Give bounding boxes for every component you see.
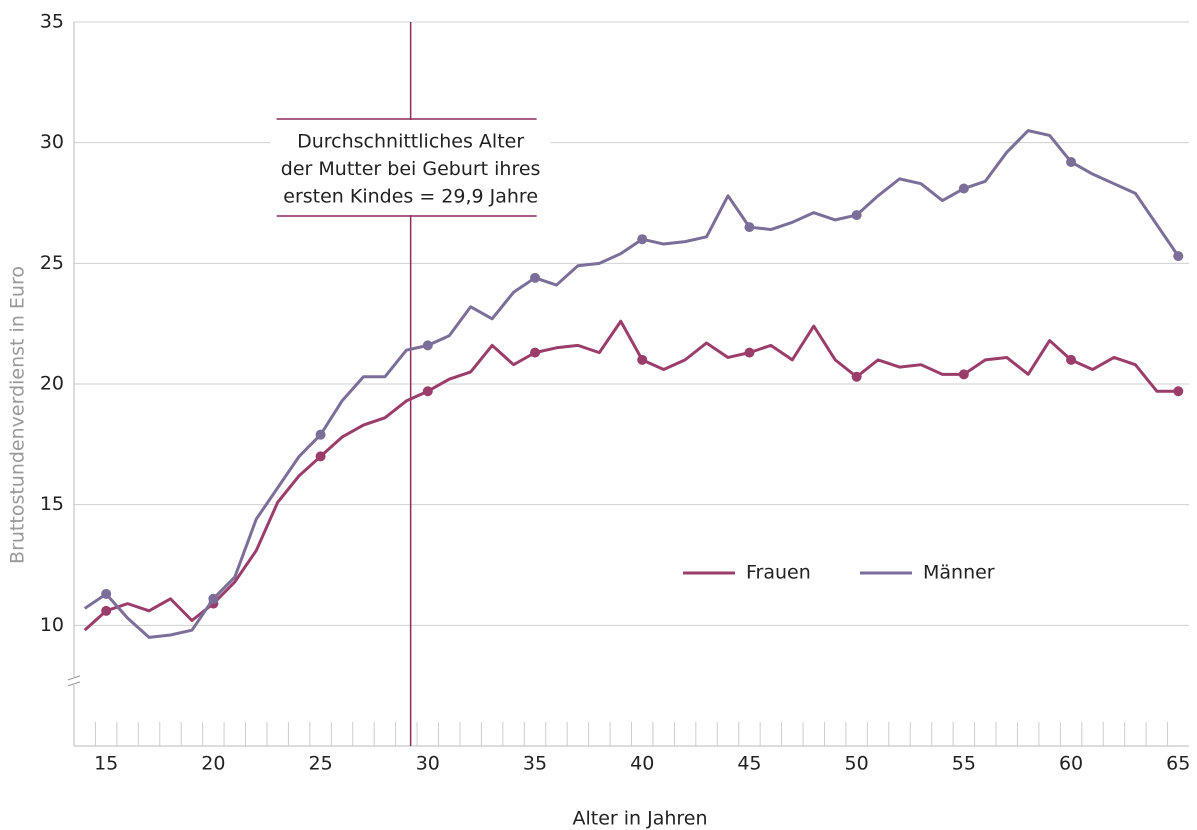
marker [851, 371, 862, 382]
marker [530, 272, 541, 283]
x-tick-label: 40 [630, 753, 654, 775]
y-tick-label: 30 [40, 131, 64, 153]
axis-break [67, 681, 81, 687]
y-tick-label: 35 [40, 11, 64, 33]
legend-label: Männer [923, 562, 995, 584]
y-tick-label: 10 [40, 614, 64, 636]
annotation-bg [270, 120, 551, 215]
x-tick-label: 50 [845, 753, 869, 775]
x-tick-label: 35 [523, 753, 547, 775]
marker [101, 605, 112, 616]
marker [958, 369, 969, 380]
marker [744, 222, 755, 233]
marker [744, 347, 755, 358]
marker [315, 429, 326, 440]
axis-break [67, 675, 81, 681]
marker [637, 354, 648, 365]
legend-label: Frauen [746, 562, 811, 584]
annotation-text: ersten Kindes = 29,9 Jahre [283, 186, 538, 208]
x-tick-label: 30 [416, 753, 440, 775]
marker [1066, 156, 1077, 167]
series-line [83, 129, 1180, 639]
x-tick-label: 65 [1166, 753, 1190, 775]
marker [422, 386, 433, 397]
marker [315, 451, 326, 462]
annotation-text: der Mutter bei Geburt ihres [281, 158, 541, 180]
marker [1066, 354, 1077, 365]
x-tick-label: 15 [94, 753, 118, 775]
marker [637, 234, 648, 245]
annotation-text: Durchschnittliches Alter [297, 131, 524, 153]
y-axis-label: Bruttostundenverdienst in Euro [7, 266, 29, 564]
y-tick-label: 25 [40, 252, 64, 274]
marker [530, 347, 541, 358]
marker [1173, 386, 1184, 397]
marker [1173, 251, 1184, 262]
axis-break-gap [68, 676, 80, 685]
x-tick-label: 25 [308, 753, 332, 775]
marker [101, 588, 112, 599]
y-tick-label: 15 [40, 493, 64, 515]
y-tick-label: 20 [40, 373, 64, 395]
x-tick-label: 60 [1059, 753, 1083, 775]
x-tick-label: 20 [201, 753, 225, 775]
x-axis-label: Alter in Jahren [572, 808, 707, 830]
x-tick-label: 55 [952, 753, 976, 775]
x-tick-label: 45 [737, 753, 761, 775]
marker [208, 593, 219, 604]
marker [958, 183, 969, 194]
marker [851, 210, 862, 221]
marker [422, 340, 433, 351]
series-line [83, 319, 1179, 632]
